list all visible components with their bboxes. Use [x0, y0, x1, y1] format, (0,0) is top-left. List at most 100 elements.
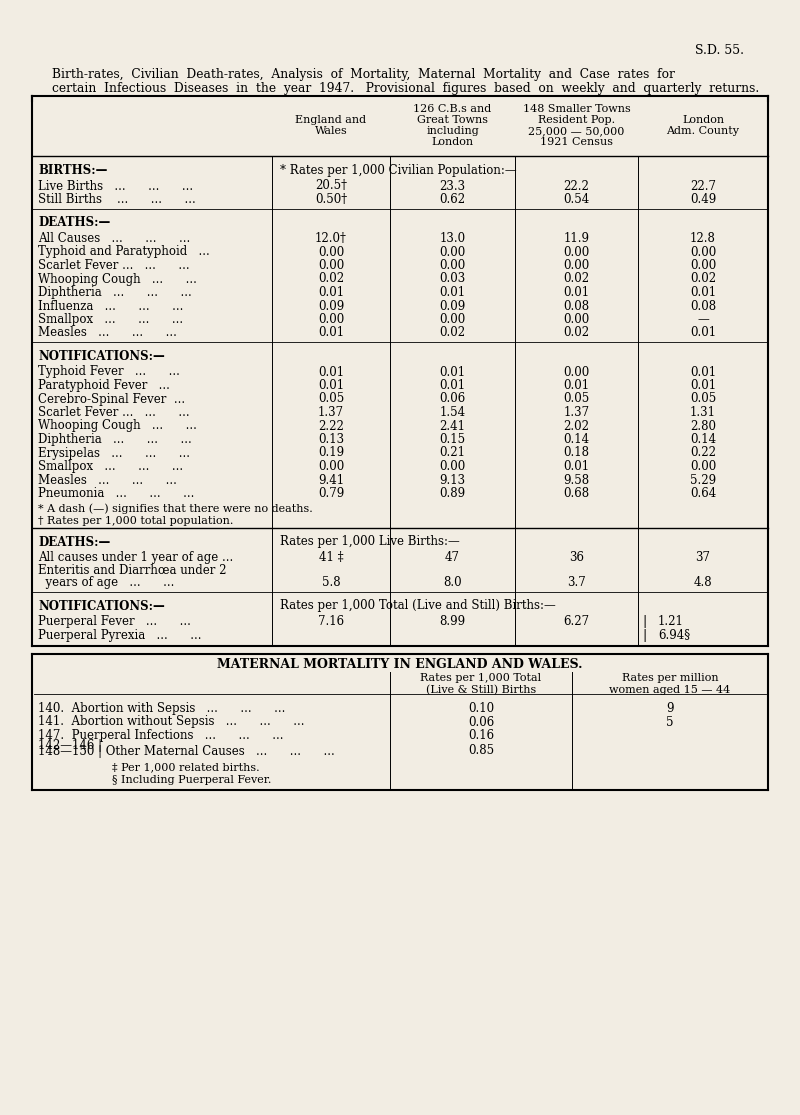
Text: 11.9: 11.9 — [563, 232, 590, 245]
Text: 0.01: 0.01 — [690, 287, 716, 299]
Text: Puerperal Pyrexia   ...      ...: Puerperal Pyrexia ... ... — [38, 629, 202, 641]
Text: Birth-rates,  Civilian  Death-rates,  Analysis  of  Mortality,  Maternal  Mortal: Birth-rates, Civilian Death-rates, Analy… — [52, 68, 675, 81]
Text: 0.19: 0.19 — [318, 446, 344, 459]
Text: DEATHS:—: DEATHS:— — [38, 535, 110, 549]
Text: 9.58: 9.58 — [563, 474, 590, 486]
Text: 25,000 — 50,000: 25,000 — 50,000 — [528, 126, 625, 136]
Text: 0.02: 0.02 — [439, 327, 466, 339]
Text: 6.94§: 6.94§ — [658, 629, 690, 641]
Text: —: — — [697, 313, 709, 326]
Text: 0.00: 0.00 — [690, 245, 716, 259]
Text: 0.01: 0.01 — [439, 287, 466, 299]
Text: 9: 9 — [666, 702, 674, 715]
Text: 0.00: 0.00 — [439, 313, 466, 326]
Text: 0.00: 0.00 — [318, 259, 344, 272]
Text: 47: 47 — [445, 551, 460, 564]
Text: Smallpox   ...      ...      ...: Smallpox ... ... ... — [38, 313, 183, 326]
Text: NOTIFICATIONS:—: NOTIFICATIONS:— — [38, 350, 165, 363]
Text: Erysipelas   ...      ...      ...: Erysipelas ... ... ... — [38, 446, 190, 459]
Text: 2.41: 2.41 — [439, 419, 466, 433]
Text: Adm. County: Adm. County — [666, 126, 739, 136]
Text: Cerebro-Spinal Fever  ...: Cerebro-Spinal Fever ... — [38, 392, 185, 406]
Text: 0.02: 0.02 — [318, 272, 344, 285]
Text: 0.16: 0.16 — [468, 729, 494, 741]
Text: DEATHS:—: DEATHS:— — [38, 216, 110, 230]
Text: 7.16: 7.16 — [318, 615, 344, 628]
Text: 0.02: 0.02 — [563, 327, 590, 339]
Text: London: London — [431, 137, 474, 147]
Text: 0.00: 0.00 — [439, 245, 466, 259]
Text: 0.00: 0.00 — [563, 259, 590, 272]
Text: 0.01: 0.01 — [318, 366, 344, 378]
Text: 0.09: 0.09 — [318, 300, 344, 312]
Text: Rates per 1,000 Live Births:—: Rates per 1,000 Live Births:— — [280, 535, 460, 549]
Text: Diphtheria   ...      ...      ...: Diphtheria ... ... ... — [38, 287, 192, 299]
Text: 0.05: 0.05 — [318, 392, 344, 406]
Text: 0.54: 0.54 — [563, 193, 590, 206]
Text: 148 Smaller Towns: 148 Smaller Towns — [522, 104, 630, 114]
Text: 2.22: 2.22 — [318, 419, 344, 433]
Text: 4.8: 4.8 — [694, 576, 712, 589]
Text: Scarlet Fever ...   ...      ...: Scarlet Fever ... ... ... — [38, 259, 190, 272]
Text: 20.5†: 20.5† — [315, 180, 347, 193]
Text: 2.80: 2.80 — [690, 419, 716, 433]
Text: 0.50†: 0.50† — [315, 193, 347, 206]
Text: Smallpox   ...      ...      ...: Smallpox ... ... ... — [38, 460, 183, 473]
Text: 0.09: 0.09 — [439, 300, 466, 312]
Text: 140.  Abortion with Sepsis   ...      ...      ...: 140. Abortion with Sepsis ... ... ... — [38, 702, 286, 715]
Text: 0.10: 0.10 — [468, 702, 494, 715]
Text: 0.05: 0.05 — [563, 392, 590, 406]
Text: 0.89: 0.89 — [439, 487, 466, 500]
Text: Rates per 1,000 Total
(Live & Still) Births: Rates per 1,000 Total (Live & Still) Bir… — [421, 673, 542, 695]
Text: 0.08: 0.08 — [690, 300, 716, 312]
Text: 22.7: 22.7 — [690, 180, 716, 193]
Text: * A dash (—) signifies that there were no deaths.: * A dash (—) signifies that there were n… — [38, 504, 313, 514]
Text: England and: England and — [295, 115, 366, 125]
Text: 0.14: 0.14 — [563, 433, 590, 446]
Text: 9.41: 9.41 — [318, 474, 344, 486]
Text: 8.99: 8.99 — [439, 615, 466, 628]
Text: 37: 37 — [695, 551, 710, 564]
Text: 0.00: 0.00 — [563, 313, 590, 326]
Text: 0.62: 0.62 — [439, 193, 466, 206]
Text: including: including — [426, 126, 479, 136]
Text: 0.00: 0.00 — [690, 460, 716, 473]
Text: Diphtheria   ...      ...      ...: Diphtheria ... ... ... — [38, 433, 192, 446]
Text: 141.  Abortion without Sepsis   ...      ...      ...: 141. Abortion without Sepsis ... ... ... — [38, 716, 305, 728]
Text: 0.14: 0.14 — [690, 433, 716, 446]
Text: |: | — [642, 615, 646, 628]
Text: certain  Infectious  Diseases  in  the  year  1947.   Provisional  figures  base: certain Infectious Diseases in the year … — [52, 83, 759, 95]
Text: All causes under 1 year of age ...: All causes under 1 year of age ... — [38, 551, 234, 564]
Text: 1.21: 1.21 — [658, 615, 684, 628]
Text: 0.08: 0.08 — [563, 300, 590, 312]
Text: * Rates per 1,000 Civilian Population:—: * Rates per 1,000 Civilian Population:— — [280, 164, 517, 177]
Text: BIRTHS:—: BIRTHS:— — [38, 164, 107, 177]
Text: 0.00: 0.00 — [563, 245, 590, 259]
Text: Paratyphoid Fever   ...: Paratyphoid Fever ... — [38, 379, 170, 392]
Text: 0.01: 0.01 — [439, 366, 466, 378]
Text: Whooping Cough   ...      ...: Whooping Cough ... ... — [38, 272, 197, 285]
Text: Wales: Wales — [314, 126, 347, 136]
Text: 0.05: 0.05 — [690, 392, 716, 406]
Text: 0.68: 0.68 — [563, 487, 590, 500]
Text: 0.85: 0.85 — [468, 745, 494, 757]
Text: Typhoid and Paratyphoid   ...: Typhoid and Paratyphoid ... — [38, 245, 210, 259]
Text: 1.31: 1.31 — [690, 406, 716, 419]
Text: 0.00: 0.00 — [690, 259, 716, 272]
Text: Measles   ...      ...      ...: Measles ... ... ... — [38, 474, 177, 486]
Text: 0.01: 0.01 — [690, 379, 716, 392]
Text: 12.0†: 12.0† — [315, 232, 347, 245]
Text: 41 ‡: 41 ‡ — [318, 551, 343, 564]
Text: Great Towns: Great Towns — [417, 115, 488, 125]
Text: 0.06: 0.06 — [439, 392, 466, 406]
Text: 0.18: 0.18 — [563, 446, 590, 459]
Text: S.D. 55.: S.D. 55. — [695, 43, 744, 57]
Text: 36: 36 — [569, 551, 584, 564]
Text: 13.0: 13.0 — [439, 232, 466, 245]
Text: Puerperal Fever   ...      ...: Puerperal Fever ... ... — [38, 615, 191, 628]
Text: Rates per 1,000 Total (Live and Still) Births:—: Rates per 1,000 Total (Live and Still) B… — [280, 600, 556, 612]
Text: 0.21: 0.21 — [439, 446, 466, 459]
Text: 12.8: 12.8 — [690, 232, 716, 245]
Text: 8.0: 8.0 — [443, 576, 462, 589]
Text: Still Births    ...      ...      ...: Still Births ... ... ... — [38, 193, 196, 206]
